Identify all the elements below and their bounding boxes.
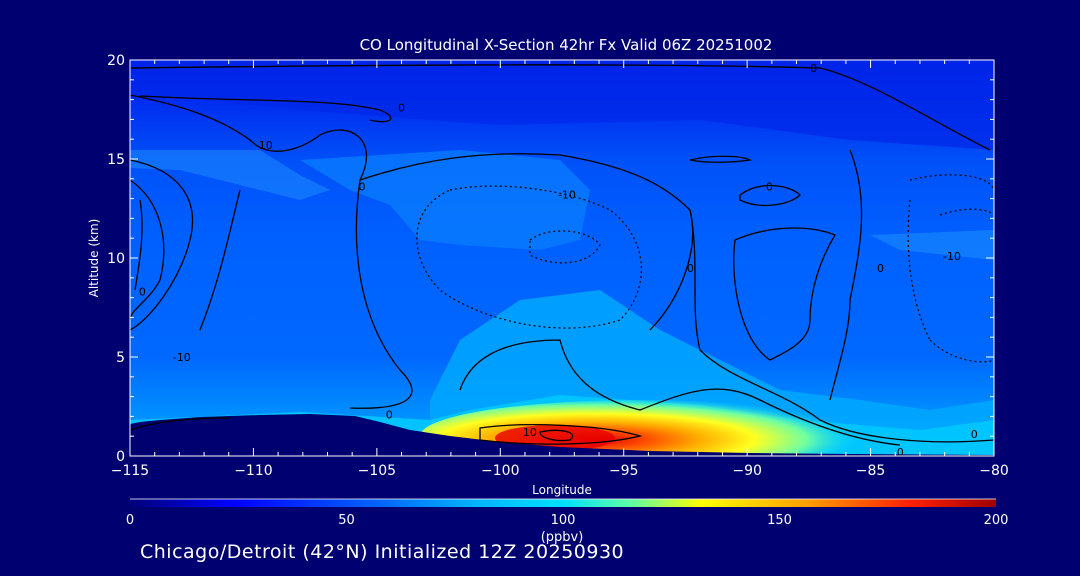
contour-label: 0 [877, 262, 884, 275]
contour-label: 10 [259, 139, 273, 152]
y-tick-label: 20 [107, 53, 125, 69]
y-axis-label: Altitude (km) [87, 219, 101, 298]
y-tick-label: 0 [116, 449, 125, 465]
contour-label: 0 [897, 446, 904, 459]
right-band-region [870, 230, 994, 260]
x-tick-label: −90 [732, 463, 762, 479]
y-tick-label: 15 [107, 152, 125, 168]
x-tick-label: −105 [358, 463, 396, 479]
upper-band-region [130, 150, 330, 200]
terrain [130, 414, 994, 456]
x-tick-label: −115 [111, 463, 149, 479]
contour-label: 0 [398, 102, 405, 115]
negative-contours [416, 174, 994, 363]
contour-label: 0 [766, 181, 773, 194]
colorbar-tick-label: 150 [767, 513, 792, 528]
x-axis-label: Longitude [532, 483, 592, 497]
x-tick-label: −85 [856, 463, 886, 479]
contour-lines [130, 64, 994, 446]
x-axis-ticks: −115 −110 −105 −100 −95 −90 −85 −80 [111, 60, 1009, 479]
contour-label: -10 [558, 189, 576, 202]
contour-label: 0 [971, 428, 978, 441]
mid-high-co-region [300, 150, 590, 250]
colorbar-tick-label: 100 [551, 513, 576, 528]
colorbar [130, 499, 996, 507]
upper-low-co-region [130, 60, 994, 150]
contour-label: -10 [943, 250, 961, 263]
y-axis-ticks: 0 5 10 15 20 [107, 53, 994, 465]
x-tick-label: −110 [234, 463, 272, 479]
colorbar-tick-label: 200 [984, 513, 1009, 528]
x-tick-label: −100 [481, 463, 519, 479]
x-tick-label: −80 [979, 463, 1009, 479]
colorbar-tick-label: 50 [338, 513, 355, 528]
contour-label: 0 [139, 286, 146, 299]
chart-title: CO Longitudinal X-Section 42hr Fx Valid … [360, 36, 773, 54]
contour-label: 10 [523, 426, 537, 439]
plot-area: 0 0 10 0 -10 0 0 0 -10 0 -10 0 10 0 0 [130, 60, 994, 459]
footer-caption: Chicago/Detroit (42°N) Initialized 12Z 2… [140, 541, 625, 563]
x-tick-label: −95 [609, 463, 639, 479]
contour-label: 0 [359, 181, 366, 194]
contour-label: 0 [687, 262, 694, 275]
contour-label: 0 [386, 408, 393, 421]
colorbar-unit-label: (ppbv) [541, 530, 584, 545]
colorbar-ticks: 0 50 100 150 200 [126, 513, 1009, 528]
contour-label: -10 [173, 351, 191, 364]
contour-label: 0 [810, 62, 817, 75]
colorbar-tick-label: 0 [126, 513, 134, 528]
y-tick-label: 10 [107, 251, 125, 267]
contour-labels: 0 0 10 0 -10 0 0 0 -10 0 -10 0 10 0 0 [139, 62, 978, 459]
y-tick-label: 5 [116, 350, 125, 366]
